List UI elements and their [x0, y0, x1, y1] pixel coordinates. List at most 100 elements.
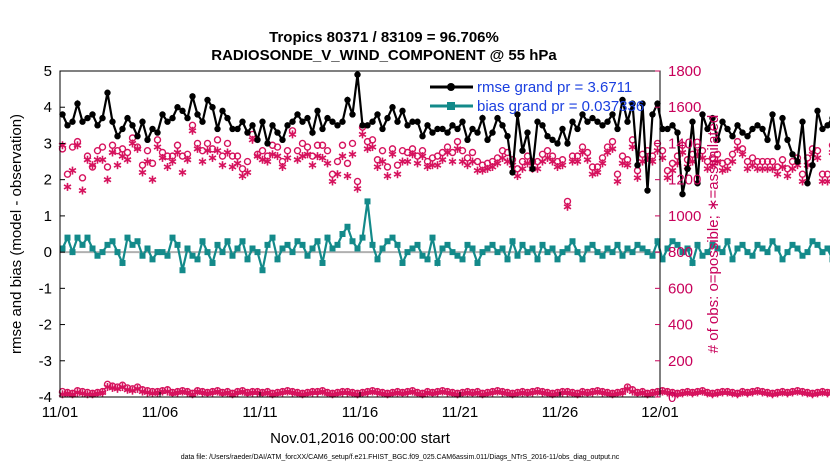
rmse-point — [574, 125, 581, 133]
bias-point — [224, 238, 231, 245]
obs-possible-marker — [663, 166, 672, 175]
bias-point — [109, 238, 116, 245]
obs-possible-marker — [313, 141, 322, 149]
rmse-point — [304, 114, 311, 122]
bias-point — [784, 249, 791, 256]
obs-assimilated-marker — [518, 164, 527, 173]
obs-possible-marker — [78, 174, 87, 182]
y2-axis-label: # of obs: o=possible; ∗=assimilated — [705, 115, 722, 354]
bias-point — [119, 259, 126, 266]
obs-possible-marker — [258, 146, 267, 155]
obs-assimilated-marker — [78, 186, 87, 195]
bias-point — [414, 241, 421, 248]
rmse-point — [544, 133, 551, 140]
y-tick-label: 3 — [44, 135, 52, 152]
obs-assimilated-marker — [478, 166, 487, 175]
rmse-point — [549, 136, 556, 144]
rmse-point — [634, 161, 641, 169]
obs-assimilated-marker — [223, 148, 232, 157]
rmse-point — [249, 122, 256, 129]
rmse-point — [134, 133, 141, 140]
bias-point — [809, 238, 816, 245]
bias-point — [259, 267, 266, 274]
rmse-point — [469, 125, 476, 133]
obs-assimilated-marker — [403, 157, 412, 166]
bias-point — [434, 259, 441, 266]
bias-point — [459, 256, 466, 263]
bias-point — [154, 249, 161, 256]
obs-possible-marker — [298, 139, 307, 148]
y-axis-left: -4 -3 -2 -1 0 1 2 3 4 5 — [39, 63, 65, 406]
obs-possible-marker — [778, 156, 787, 164]
rmse-point — [519, 147, 526, 154]
bias-point — [299, 241, 306, 248]
obs-possible-marker — [233, 152, 242, 160]
bias-point — [639, 245, 646, 252]
obs-assimilated-low-marker — [113, 384, 122, 393]
rmse-point — [164, 118, 171, 125]
obs-assimilated-marker — [388, 150, 397, 159]
bias-point — [159, 249, 166, 256]
rmse-point — [449, 122, 456, 129]
bias-point — [524, 249, 531, 256]
obs-assimilated-marker — [823, 177, 830, 186]
rmse-point — [454, 125, 461, 133]
obs-assimilated-marker — [263, 157, 272, 166]
rmse-point — [629, 100, 636, 107]
obs-assimilated-marker — [713, 157, 722, 166]
bias-point — [399, 259, 406, 266]
obs-assimilated-marker — [763, 164, 772, 173]
bias-point — [344, 223, 351, 230]
bias-point — [59, 245, 66, 252]
rmse-point — [264, 140, 271, 147]
obs-assimilated-marker — [738, 150, 747, 159]
y-tick-label: 1 — [44, 208, 52, 225]
rmse-point — [349, 111, 356, 118]
obs-assimilated-marker — [318, 153, 327, 162]
obs-possible-marker — [393, 161, 402, 169]
obs-assimilated-low-marker — [638, 388, 647, 397]
rmse-point — [294, 111, 301, 118]
bias-point — [479, 249, 486, 256]
y-tick-label: -4 — [39, 389, 52, 406]
obs-assimilated-marker — [778, 162, 787, 171]
bias-point — [614, 241, 621, 248]
bias-point — [139, 252, 146, 259]
bias-point — [669, 238, 676, 245]
bias-point — [174, 241, 181, 248]
bias-point — [574, 249, 581, 256]
bias-point — [79, 241, 86, 248]
bias-point — [604, 245, 611, 252]
obs-possible-marker — [463, 154, 472, 162]
obs-possible-marker — [448, 148, 457, 157]
rmse-point — [794, 158, 801, 165]
obs-assimilated-marker — [328, 177, 337, 186]
rmse-point — [669, 122, 676, 129]
obs-possible-marker — [668, 159, 677, 168]
bias-point — [349, 238, 356, 245]
rmse-point — [404, 122, 411, 129]
rmse-point — [614, 125, 621, 133]
bias-point — [309, 245, 316, 252]
bias-point — [629, 249, 636, 256]
bias-point — [794, 245, 801, 252]
bias-point — [289, 249, 296, 256]
obs-assimilated-marker — [728, 157, 737, 166]
rmse-point — [749, 125, 756, 133]
rmse-point — [64, 122, 71, 129]
obs-possible-marker — [513, 165, 522, 173]
rmse-point — [244, 129, 251, 136]
bias-point — [689, 259, 696, 266]
obs-possible-marker — [753, 157, 762, 166]
obs-assimilated-marker — [383, 172, 392, 181]
obs-assimilated-marker — [483, 164, 492, 173]
obs-possible-marker — [533, 157, 542, 166]
obs-assimilated-marker — [353, 184, 362, 193]
obs-assimilated-marker — [588, 170, 597, 179]
obs-assimilated-marker — [623, 161, 632, 170]
rmse-point — [514, 111, 521, 118]
rmse-point — [424, 122, 431, 129]
rmse-point — [824, 122, 830, 129]
obs-possible-marker — [433, 152, 442, 160]
rmse-point — [644, 187, 651, 194]
